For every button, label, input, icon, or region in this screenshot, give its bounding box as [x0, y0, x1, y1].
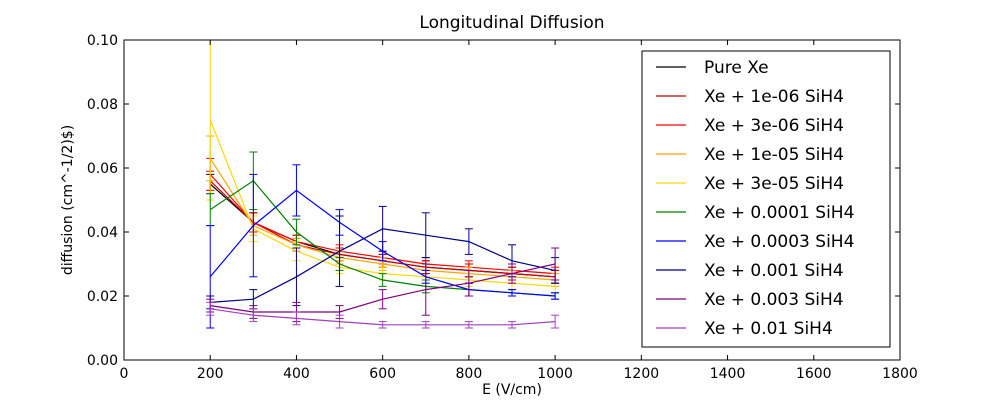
x-tick-label: 600	[369, 366, 396, 382]
legend-label: Xe + 0.0001 SiH4	[704, 203, 854, 223]
legend-item: Xe + 0.0003 SiH4	[656, 232, 854, 252]
error-bar	[249, 173, 258, 278]
legend-label: Xe + 0.01 SiH4	[704, 319, 833, 339]
legend-item: Xe + 1e-06 SiH4	[656, 87, 844, 107]
y-tick-label: 0.06	[87, 161, 118, 177]
y-tick-label: 0.04	[87, 225, 118, 241]
error-bar	[249, 308, 258, 323]
error-bar	[378, 273, 387, 287]
y-tick-label: 0.08	[87, 97, 118, 113]
legend-item: Xe + 0.003 SiH4	[656, 290, 844, 310]
y-tick-label: 0.02	[87, 289, 118, 305]
error-bar	[464, 269, 473, 297]
x-tick-label: 1400	[710, 366, 746, 382]
x-tick-label: 1800	[882, 366, 918, 382]
error-bar	[378, 205, 387, 252]
x-tick-label: 800	[456, 366, 483, 382]
error-bar	[551, 292, 560, 300]
error-bar	[292, 311, 301, 326]
y-tick-label: 0.10	[87, 33, 118, 49]
legend-item: Xe + 3e-06 SiH4	[656, 116, 844, 136]
x-tick-label: 400	[283, 366, 310, 382]
legend: Pure Xe Xe + 1e-06 SiH4 Xe + 3e-06 SiH4 Xe …	[641, 50, 891, 348]
y-tick-label: 0.00	[87, 353, 118, 369]
x-tick-label: 1000	[537, 366, 573, 382]
error-bar	[508, 289, 516, 297]
legend-label: Xe + 1e-06 SiH4	[704, 87, 844, 107]
error-bar	[421, 263, 430, 316]
legend-label: Xe + 0.0003 SiH4	[704, 232, 854, 252]
error-bar	[421, 321, 430, 329]
legend-label: Xe + 3e-05 SiH4	[704, 174, 844, 194]
legend-label: Xe + 0.003 SiH4	[704, 290, 844, 310]
legend-item: Xe + 0.0001 SiH4	[656, 203, 854, 223]
ticks-layer: 0 200 400 600 800 1000 1200 1400 1600 1800 0.00 0.0…	[87, 33, 918, 382]
error-bar	[551, 314, 560, 329]
error-bar	[335, 314, 344, 329]
series-layer	[206, 39, 560, 329]
error-bar	[206, 301, 215, 316]
legend-label: Xe + 3e-06 SiH4	[704, 116, 844, 136]
series-9	[206, 301, 560, 329]
legend-item: Pure Xe	[656, 58, 769, 78]
x-tick-label: 200	[197, 366, 224, 382]
series-8	[206, 247, 560, 323]
legend-label: Xe + 1e-05 SiH4	[704, 145, 844, 165]
error-bar	[292, 218, 301, 246]
legend-box	[641, 50, 891, 348]
legend-label: Pure Xe	[704, 58, 769, 78]
x-tick-label: 0	[120, 366, 129, 382]
x-tick-label: 1200	[624, 366, 660, 382]
error-bar	[378, 289, 387, 310]
plot-area-frame	[123, 39, 901, 361]
error-bar	[292, 164, 301, 217]
legend-item: Xe + 0.001 SiH4	[656, 261, 844, 281]
error-bar	[464, 228, 473, 255]
error-bar	[464, 321, 473, 329]
legend-item: Xe + 0.01 SiH4	[656, 319, 833, 339]
chart-title: Longitudinal Diffusion	[419, 13, 604, 33]
error-bar	[421, 212, 430, 259]
legend-item: Xe + 1e-05 SiH4	[656, 145, 844, 165]
error-bar	[378, 321, 387, 329]
x-axis-title: E (V/cm)	[482, 382, 542, 398]
x-tick-label: 1600	[796, 366, 832, 382]
error-bar	[551, 247, 560, 281]
legend-label: Xe + 0.001 SiH4	[704, 261, 844, 281]
error-bar	[508, 321, 516, 329]
error-bar	[508, 263, 516, 284]
legend-item: Xe + 3e-05 SiH4	[656, 174, 844, 194]
error-bar	[335, 215, 344, 287]
y-axis-title: diffusion (cm^-1/2)$)	[60, 125, 76, 275]
